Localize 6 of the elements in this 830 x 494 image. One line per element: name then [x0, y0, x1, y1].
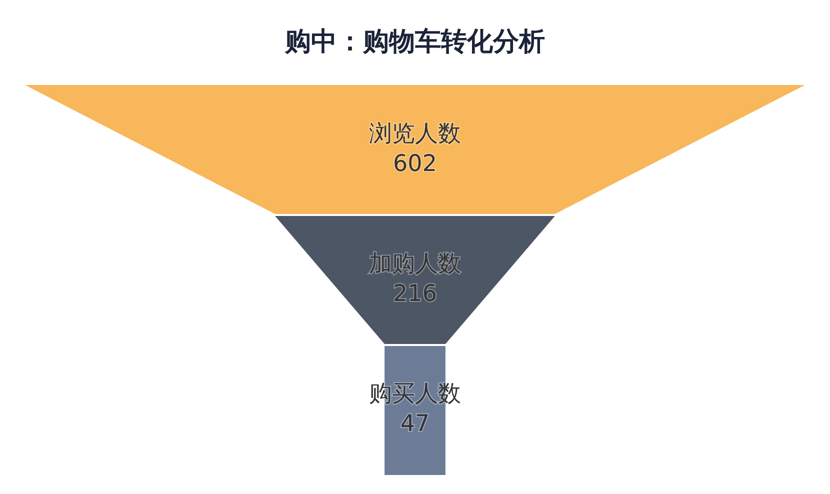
data-label: 216: [393, 281, 437, 307]
data-label: 602: [393, 151, 437, 177]
data-label: 47: [400, 411, 430, 437]
category-label: 浏览人数: [369, 121, 461, 147]
category-label: 加购人数: [369, 251, 461, 277]
text: 购中：购物车转化分析: [284, 27, 545, 57]
